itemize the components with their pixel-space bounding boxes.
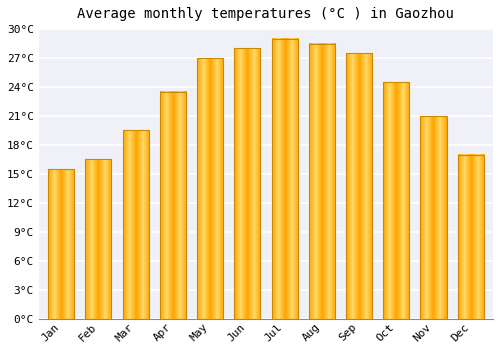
Bar — [48, 169, 74, 319]
Bar — [346, 53, 372, 319]
Bar — [458, 155, 483, 319]
Bar — [86, 160, 112, 319]
Bar — [122, 131, 148, 319]
Bar — [308, 43, 335, 319]
Bar — [234, 48, 260, 319]
Title: Average monthly temperatures (°C ) in Gaozhou: Average monthly temperatures (°C ) in Ga… — [78, 7, 454, 21]
Bar — [420, 116, 446, 319]
Bar — [383, 82, 409, 319]
Bar — [160, 92, 186, 319]
Bar — [272, 39, 297, 319]
Bar — [197, 58, 223, 319]
